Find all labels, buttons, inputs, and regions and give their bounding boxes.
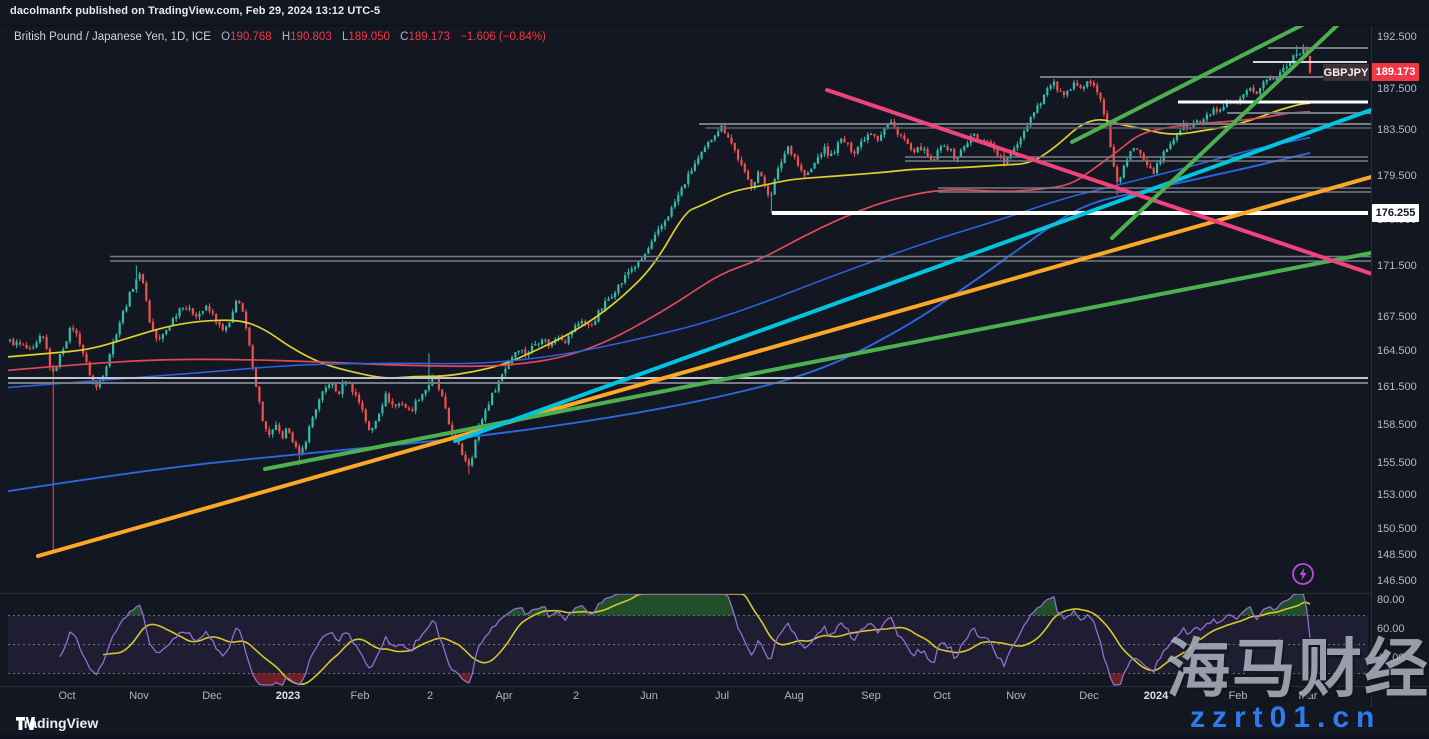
- trend-lines: [36, 26, 1371, 558]
- price-chart-canvas[interactable]: [0, 26, 1371, 593]
- time-axis-label: Feb: [350, 690, 370, 702]
- time-axis-label: Nov: [1006, 690, 1026, 702]
- last-price-badge: 189.173: [1372, 63, 1419, 81]
- watermark-site-url: zzrt01.cn: [1190, 701, 1382, 734]
- close-label: C: [400, 31, 409, 43]
- price-axis-label: 155.500: [1377, 457, 1417, 469]
- tradingview-attribution-logo[interactable]: TradingView: [16, 712, 98, 734]
- green-steep-b: [1110, 26, 1340, 240]
- time-axis-label: Sep: [861, 690, 881, 702]
- price-axis-label: 158.500: [1377, 419, 1417, 431]
- time-axis-label: Feb: [1228, 690, 1248, 702]
- time-axis-label: 2: [572, 690, 580, 702]
- time-axis-label: 2: [426, 690, 434, 702]
- price-axis-label: 161.500: [1377, 381, 1417, 393]
- tradingview-icon: [16, 716, 35, 730]
- green-steep-a: [1070, 26, 1305, 144]
- low-label: L: [341, 31, 349, 43]
- low-value: 189.050: [348, 31, 390, 43]
- time-axis-label: Dec: [1079, 690, 1099, 702]
- ma-blue-fast: [7, 136, 1311, 389]
- high-label: H: [281, 31, 291, 43]
- lightning-bolt-icon[interactable]: [1291, 562, 1315, 586]
- time-axis-label: Mar: [1298, 690, 1318, 702]
- time-axis-label: Jul: [714, 690, 730, 702]
- open-label: O: [221, 31, 231, 43]
- header-separator: [0, 25, 1429, 26]
- price-axis-label: 183.500: [1377, 124, 1417, 136]
- price-axis-label: 164.500: [1377, 345, 1417, 357]
- time-axis-label: Aug: [784, 690, 804, 702]
- time-axis-border: [0, 686, 1429, 687]
- rsi-line: [59, 593, 1311, 686]
- price-axis-label: 167.500: [1377, 311, 1417, 323]
- attribution-text: dacolmanfx published on TradingView.com,…: [10, 5, 381, 17]
- rsi-axis-label: 40.00: [1377, 652, 1405, 664]
- horizontal-ray-lines: [8, 47, 1371, 384]
- time-axis-label: Oct: [933, 690, 951, 702]
- change-value: −1.606 (−0.84%): [460, 31, 546, 43]
- price-axis-label: 187.500: [1377, 83, 1417, 95]
- cyan-uptrend: [453, 108, 1371, 443]
- price-axis-label: 171.500: [1377, 260, 1417, 272]
- bottom-strip: [0, 735, 1429, 739]
- ma-yellow: [7, 102, 1311, 379]
- open-value: 190.768: [230, 31, 272, 43]
- level-price-badge: 176.255: [1372, 204, 1419, 222]
- time-axis-label: Jun: [640, 690, 658, 702]
- pane-divider[interactable]: [0, 593, 1371, 594]
- pink-downtrend: [825, 88, 1371, 276]
- price-axis-label: 146.500: [1377, 575, 1417, 587]
- close-value: 189.173: [408, 31, 451, 43]
- price-axis-label: 148.500: [1377, 549, 1417, 561]
- time-axis-label: 2024: [1143, 690, 1169, 702]
- price-axis-label: 150.500: [1377, 523, 1417, 535]
- symbol-price-label: GBPJPY: [1323, 64, 1369, 81]
- time-axis-label: Nov: [129, 690, 149, 702]
- rsi-axis-label: 80.00: [1377, 594, 1405, 606]
- price-axis-label: 179.500: [1377, 170, 1417, 182]
- green-uptrend: [263, 251, 1371, 471]
- time-axis-label: Dec: [202, 690, 222, 702]
- rsi-axis-label: 60.00: [1377, 623, 1405, 635]
- price-axis-label: 153.000: [1377, 489, 1417, 501]
- price-axis-border: [1371, 26, 1372, 707]
- rsi-indicator-canvas[interactable]: [0, 593, 1371, 686]
- symbol-info-line: British Pound / Japanese Yen, 1D, ICE O1…: [14, 31, 546, 43]
- tradingview-wordmark: TradingView: [16, 715, 99, 731]
- price-axis-label: 192.500: [1377, 31, 1417, 43]
- time-axis-label: Oct: [58, 690, 76, 702]
- orange-uptrend: [36, 175, 1371, 558]
- time-axis-label: 2023: [275, 690, 301, 702]
- time-axis-label: Apr: [495, 690, 513, 702]
- high-value: 190.803: [290, 31, 332, 43]
- symbol-title: British Pound / Japanese Yen, 1D, ICE: [14, 31, 211, 43]
- watermark-chinese: 海马财经: [1166, 633, 1429, 705]
